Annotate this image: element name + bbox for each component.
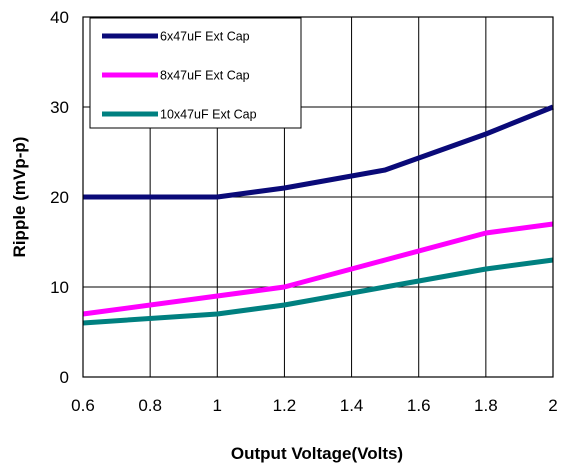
legend-label: 10x47uF Ext Cap: [160, 108, 257, 122]
y-tick-label: 10: [50, 278, 69, 297]
plot-frame: [82, 16, 554, 378]
y-tick-label: 30: [50, 98, 69, 117]
series-line-1: [83, 104, 554, 200]
x-tick-label: 0.8: [138, 396, 162, 415]
x-axis-title: Output Voltage(Volts): [231, 444, 403, 463]
series-line-2: [82, 221, 554, 317]
x-tick-label: 1: [213, 396, 222, 415]
legend-label: 6x47uF Ext Cap: [160, 30, 250, 44]
series-line-3: [82, 257, 554, 326]
x-tick-label: 0.6: [71, 396, 95, 415]
y-axis-title: Ripple (mVp-p): [10, 137, 29, 258]
y-tick-label: 20: [50, 188, 69, 207]
x-tick-label: 1.8: [474, 396, 498, 415]
x-tick-label: 1.4: [340, 396, 364, 415]
x-tick-label: 2: [548, 396, 557, 415]
x-tick-label: 1.2: [273, 396, 297, 415]
legend-label: 8x47uF Ext Cap: [160, 69, 250, 83]
y-tick-label: 40: [50, 8, 69, 27]
x-tick-label: 1.6: [407, 396, 431, 415]
y-tick-label: 0: [60, 368, 69, 387]
